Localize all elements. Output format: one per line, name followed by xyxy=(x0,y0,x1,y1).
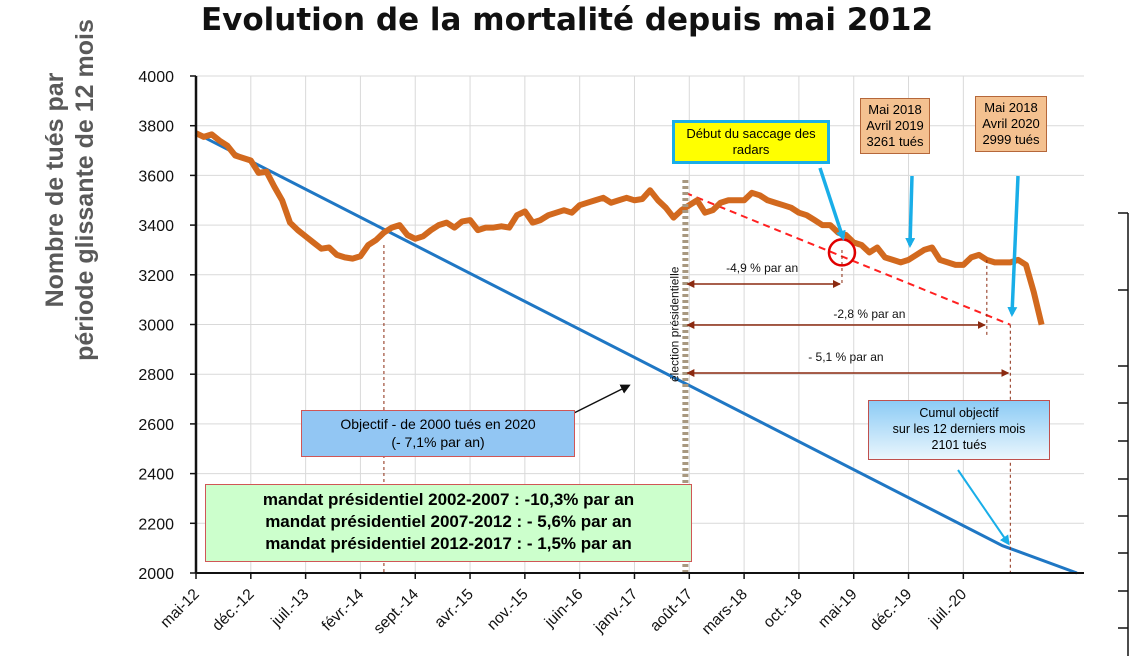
x-tick-label: avr.-15 xyxy=(431,586,477,632)
x-tick-label: août-17 xyxy=(647,586,696,635)
trend-line xyxy=(684,191,1011,326)
y-tick-label: 2800 xyxy=(138,367,174,384)
y-tick-label: 3400 xyxy=(138,218,174,235)
series-mortality-line xyxy=(194,130,1045,326)
y-tick-label: 4000 xyxy=(138,69,174,86)
x-tick-label: janv.-17 xyxy=(590,586,641,637)
callout-cumul: Cumul objectif sur les 12 derniers mois … xyxy=(868,400,1050,460)
callout-mai-2019-line-2: Avril 2019 xyxy=(866,118,924,133)
x-tick-label: nov.-15 xyxy=(484,586,532,634)
callout-mai-2019-line-3: 3261 tués xyxy=(866,134,924,149)
y-tick-label: 3200 xyxy=(138,268,174,285)
callout-mandats: mandat présidentiel 2002-2007 : -10,3% p… xyxy=(205,484,692,562)
series-layer xyxy=(194,130,1078,575)
y-tick-label: 2000 xyxy=(138,566,174,583)
callout-cumul-line-2: sur les 12 derniers mois xyxy=(892,422,1026,436)
callout-mai-2020: Mai 2018 Avril 2020 2999 tués xyxy=(975,96,1047,152)
y-tick-label: 3600 xyxy=(138,168,174,185)
y-tick-label: 2200 xyxy=(138,516,174,533)
series-objectif-line xyxy=(195,131,1078,575)
election-reference-label: élection présidentielle xyxy=(667,266,681,382)
x-tick-label: févr.-14 xyxy=(319,586,368,635)
arrow-mai-2019 xyxy=(905,175,916,248)
arrow-objectif xyxy=(573,384,631,414)
x-tick-label: sept.-14 xyxy=(370,586,422,638)
y-tick-label: 2400 xyxy=(138,467,174,484)
x-tick-label: juil.-13 xyxy=(267,586,312,631)
callout-cumul-line-3: 2101 tués xyxy=(931,438,987,452)
x-tick-label: oct.-18 xyxy=(760,586,806,632)
chart-title: Evolution de la mortalité depuis mai 201… xyxy=(200,2,934,38)
x-tick-label: déc.-19 xyxy=(867,586,916,635)
arrow-mai-2020 xyxy=(1007,175,1020,317)
rate-dimension-label: -4,9 % par an xyxy=(726,261,798,275)
callout-mai-2020-line-1: Mai 2018 xyxy=(984,100,1038,115)
x-tick-label: mai-12 xyxy=(157,586,203,632)
y-tick-label: 3800 xyxy=(138,119,174,136)
callout-mai-2019: Mai 2018 Avril 2019 3261 tués xyxy=(860,98,930,154)
x-tick-label: mars-18 xyxy=(699,586,751,638)
x-tick-label: déc.-12 xyxy=(209,586,258,635)
mandat-line-2: mandat présidentiel 2007-2012 : - 5,6% p… xyxy=(265,512,632,531)
callout-objectif: Objectif - de 2000 tués en 2020 (- 7,1% … xyxy=(301,410,575,457)
callout-mai-2020-line-2: Avril 2020 xyxy=(982,116,1040,131)
arrow-cumul xyxy=(957,469,1010,546)
y-tick-labels: 4000 3800 3600 3400 3200 3000 2800 2600 2400 2200… xyxy=(138,69,174,583)
callout-objectif-line-1: Objectif - de 2000 tués en 2020 xyxy=(340,416,536,432)
x-tick-label: juin-16 xyxy=(541,586,587,632)
y-tick-label: 3000 xyxy=(138,318,174,335)
x-tick-label: juil.-20 xyxy=(925,586,970,631)
arrow-radars xyxy=(818,167,846,241)
overlay-layer: élection présidentielle -4,9 % par an -2,8… xyxy=(383,167,1020,573)
mandat-line-1: mandat présidentiel 2002-2007 : -10,3% p… xyxy=(262,490,635,509)
rate-dimension-label: -2,8 % par an xyxy=(833,307,905,321)
y-tick-label: 2600 xyxy=(138,417,174,434)
callout-cumul-line-1: Cumul objectif xyxy=(919,406,999,420)
x-tick-labels: mai-12 déc.-12 juil.-13 févr.-14 sept.-14 avr… xyxy=(157,586,970,638)
mandat-line-3: mandat présidentiel 2012-2017 : - 1,5% p… xyxy=(265,534,632,553)
axes xyxy=(190,75,1129,656)
rate-dimension-label: - 5,1 % par an xyxy=(808,350,883,364)
callout-radars: Début du saccage des radars xyxy=(672,120,830,164)
x-tick-label: mai-19 xyxy=(815,586,861,632)
callout-objectif-line-2: (- 7,1% par an) xyxy=(391,434,485,450)
callout-mai-2019-line-1: Mai 2018 xyxy=(868,102,922,117)
callout-mai-2020-line-3: 2999 tués xyxy=(982,132,1040,147)
